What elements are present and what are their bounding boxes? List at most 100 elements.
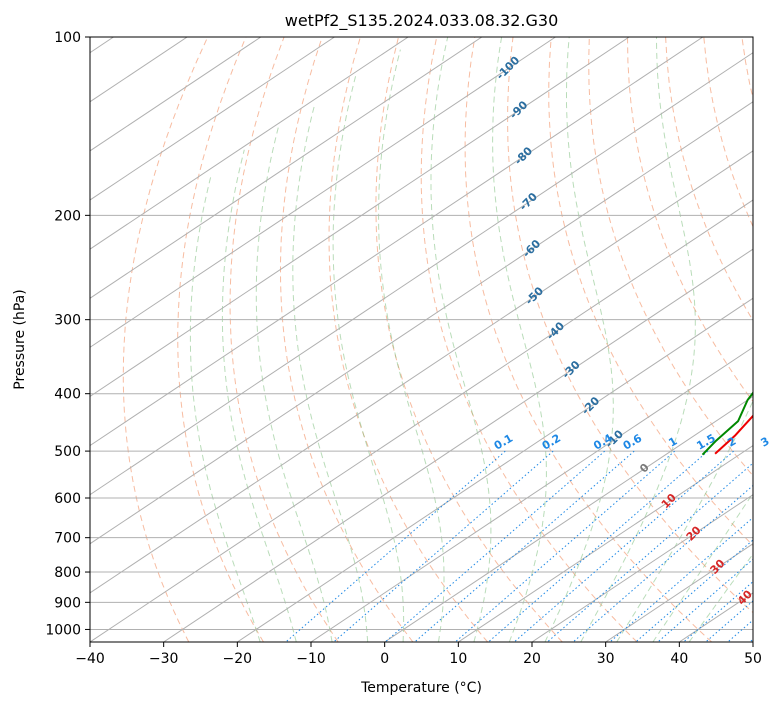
isotherm xyxy=(90,37,409,250)
isotherm xyxy=(90,37,704,447)
mixing-ratio-label: 1.5 xyxy=(694,432,717,453)
mixing-ratio-line xyxy=(609,516,753,642)
isotherm-label: -40 xyxy=(544,319,567,342)
x-tick-label: 10 xyxy=(449,651,467,667)
isotherm xyxy=(384,395,753,642)
isotherm xyxy=(90,37,630,398)
y-tick-label: 300 xyxy=(54,313,81,329)
mixing-ratio-label: 2 xyxy=(725,435,738,450)
moist-adiabat xyxy=(544,37,614,642)
dry-adiabat xyxy=(665,37,753,322)
y-tick-label: 200 xyxy=(54,208,81,224)
mixing-ratio-line xyxy=(572,484,753,642)
mixing-ratio-line xyxy=(454,450,676,642)
moist-adiabat xyxy=(688,553,753,642)
isotherm xyxy=(90,37,483,299)
dry-adiabat xyxy=(627,37,753,403)
moist-adiabat xyxy=(221,149,297,642)
isotherm xyxy=(237,297,753,642)
dry-adiabat xyxy=(122,37,209,642)
x-axis: −40 −30 −20 −10 0 10 20 30 40 50 xyxy=(75,642,762,667)
isotherm xyxy=(310,346,753,642)
x-axis-label: Temperature (°C) xyxy=(360,680,482,696)
mixing-ratio-line xyxy=(749,638,753,642)
mixing-ratio-label: 1 xyxy=(666,435,679,450)
dry-adiabat xyxy=(464,37,713,642)
isotherm xyxy=(90,37,262,152)
mixing-ratio-label: 3 xyxy=(758,435,771,450)
mixing-ratio-label: 0.1 xyxy=(492,432,515,453)
mixing-ratio-line xyxy=(513,450,734,642)
y-tick-label: 500 xyxy=(54,444,81,460)
mixing-ratio-line xyxy=(727,619,753,642)
mixing-ratio-label: 0.6 xyxy=(621,431,645,452)
x-tick-label: 0 xyxy=(380,651,389,667)
dry-adiabat xyxy=(328,37,488,642)
mixing-ratio-line xyxy=(384,450,606,642)
x-tick-label: 30 xyxy=(597,651,615,667)
y-tick-label: 800 xyxy=(54,565,81,581)
y-axis: 100 200 300 400 500 600 700 800 900 1000 xyxy=(45,30,90,638)
dry-adiabat xyxy=(420,37,638,642)
moist-adiabat xyxy=(332,72,405,642)
isotherm xyxy=(458,444,753,642)
x-tick-label: 50 xyxy=(744,651,762,667)
profile-lines xyxy=(701,391,753,456)
moist-adiabat xyxy=(378,49,445,642)
y-tick-label: 900 xyxy=(54,595,81,611)
x-tick-label: 20 xyxy=(523,651,541,667)
x-tick-label: −20 xyxy=(223,651,253,667)
plot-frame xyxy=(89,36,754,643)
y-tick-label: 100 xyxy=(54,30,81,46)
y-tick-label: 700 xyxy=(54,531,81,547)
x-tick-label: −30 xyxy=(149,651,179,667)
y-tick-label: 1000 xyxy=(45,622,81,638)
dewpoint-line xyxy=(701,391,753,456)
dry-adiabat xyxy=(375,37,563,642)
isotherm xyxy=(90,52,753,496)
background-lines xyxy=(90,37,753,642)
isotherm-label: -80 xyxy=(512,144,535,167)
isotherm-label: -60 xyxy=(520,237,543,260)
moist-adiabat xyxy=(189,173,261,642)
isotherm xyxy=(90,37,335,201)
x-tick-label: 40 xyxy=(670,651,688,667)
chart-title: wetPf2_S135.2024.033.08.32.G30 xyxy=(285,11,559,31)
isotherm xyxy=(90,101,753,545)
isotherm-label: 10 xyxy=(659,491,679,511)
isotherm-label: -90 xyxy=(507,98,530,121)
dry-adiabat xyxy=(229,37,339,642)
isotherm-label: -50 xyxy=(523,284,546,307)
mixing-ratio-line xyxy=(333,450,554,642)
mixing-ratio-line xyxy=(705,600,753,642)
mixing-ratio-line xyxy=(285,450,506,642)
moist-adiabat xyxy=(492,37,547,642)
isotherm-label: -20 xyxy=(579,394,602,417)
y-axis-label: Pressure (hPa) xyxy=(12,289,28,389)
x-tick-label: −40 xyxy=(75,651,105,667)
mixing-ratio-line xyxy=(683,580,753,642)
mixing-ratio-label: 0.2 xyxy=(540,432,563,453)
y-tick-label: 600 xyxy=(54,491,81,507)
isotherm xyxy=(90,37,188,103)
isotherm xyxy=(163,248,753,642)
isotherm-label: 40 xyxy=(735,587,755,607)
moist-adiabat xyxy=(292,104,369,642)
dry-adiabat xyxy=(741,37,753,101)
moist-adiabat xyxy=(430,37,492,642)
moist-adiabat xyxy=(616,399,753,642)
isotherm xyxy=(90,199,753,642)
isotherm-label: -70 xyxy=(517,190,540,213)
isotherm xyxy=(752,641,753,642)
mixing-ratio-line xyxy=(487,450,709,642)
moist-adiabat xyxy=(652,492,753,642)
isotherm xyxy=(531,494,753,642)
isotherm xyxy=(679,592,753,642)
isotherm-label: 30 xyxy=(708,557,728,577)
dry-adiabat xyxy=(548,37,753,547)
mixing-ratio-line xyxy=(546,462,753,642)
isotherm xyxy=(90,150,753,594)
temperature-line xyxy=(714,414,753,455)
moist-adiabat xyxy=(580,37,696,642)
